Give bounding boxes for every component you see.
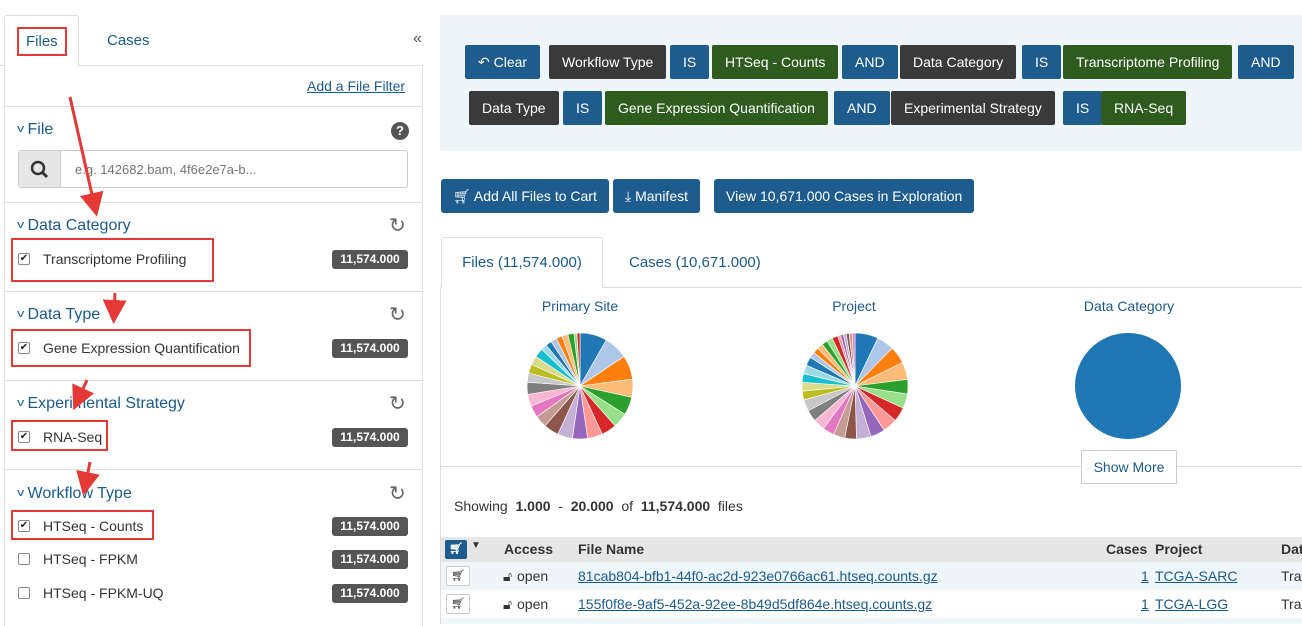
count-badge: 11,574.000 (332, 584, 408, 603)
chevron-down-icon: v (17, 308, 25, 320)
clear-button[interactable]: ↶ Clear (465, 45, 541, 79)
divider (4, 291, 423, 292)
facet-title-experimental-strategy[interactable]: v Experimental Strategy (17, 395, 185, 412)
query-value-pill[interactable]: HTSeq - Counts (712, 45, 839, 79)
table-row: 🛒︎ 🔓︎ open 81cab804-bfb1-44f0-ac2d-923e0… (441, 562, 1302, 590)
annotation-box (11, 420, 108, 451)
divider (4, 106, 423, 107)
facet-title-data-category[interactable]: v Data Category (17, 217, 131, 234)
query-operator-pill[interactable]: AND (1238, 45, 1294, 79)
divider (440, 287, 1302, 288)
divider (441, 466, 1302, 467)
lock-open-icon: 🔓︎ (503, 568, 513, 584)
undo-icon: ↶ (478, 54, 494, 70)
query-operator-pill[interactable]: AND (834, 91, 890, 125)
data-category-pie-chart[interactable] (1075, 333, 1183, 441)
query-operator-pill[interactable]: IS (670, 45, 710, 79)
query-field-pill[interactable]: Experimental Strategy (891, 91, 1055, 125)
add-to-cart-icon[interactable]: 🛒︎ (446, 594, 470, 614)
count-badge: 11,574.000 (332, 517, 408, 536)
table-row: 🛒︎ 🔓︎ open 155f0f8e-9af5-452a-92ee-8b49d… (441, 590, 1302, 618)
manifest-button[interactable]: ⤓ Manifest (613, 179, 700, 213)
annotation-box (11, 329, 251, 367)
tab-files-results[interactable]: Files (11,574.000) (441, 237, 603, 288)
pie-title-project: Project (832, 298, 876, 314)
query-value-pill[interactable]: Transcriptome Profiling (1063, 45, 1233, 79)
annotation-box (11, 238, 214, 282)
query-field-pill[interactable]: Data Type (469, 91, 559, 125)
count-badge: 11,574.000 (332, 428, 408, 447)
add-to-cart-icon[interactable]: 🛒︎ (446, 566, 470, 586)
checkbox-checked[interactable]: ✔ (18, 342, 30, 354)
checkbox[interactable] (18, 587, 30, 599)
query-operator-pill[interactable]: IS (1022, 45, 1062, 79)
query-bar (440, 15, 1302, 151)
tab-files[interactable]: Files (4, 15, 79, 67)
table-header: 🛒︎ ▼ Access File Name Cases Project Dat (441, 537, 1302, 562)
checkbox[interactable] (18, 553, 30, 565)
query-operator-pill[interactable]: AND (842, 45, 898, 79)
primary-site-pie-chart[interactable] (526, 332, 634, 440)
pie-slice (576, 332, 581, 387)
annotation-box (11, 510, 154, 540)
results-panel (440, 287, 1302, 624)
query-field-pill[interactable]: Workflow Type (549, 45, 667, 79)
help-icon[interactable]: ? (391, 122, 409, 140)
reset-icon[interactable]: ↻ (389, 483, 406, 505)
pie-slice (851, 332, 856, 387)
count-badge: 11,574.000 (332, 250, 408, 269)
cart-icon[interactable]: 🛒︎ (445, 540, 467, 559)
chevron-down-icon: v (17, 219, 25, 231)
project-pie-chart[interactable] (801, 332, 909, 440)
count-badge: 11,574.000 (332, 339, 408, 358)
divider (4, 380, 423, 381)
file-search (18, 150, 408, 188)
show-more-button[interactable]: Show More (1081, 450, 1177, 484)
reset-icon[interactable]: ↻ (389, 215, 406, 237)
checkbox-checked[interactable]: ✔ (18, 520, 30, 532)
checkbox-checked[interactable]: ✔ (18, 431, 30, 443)
query-operator-pill[interactable]: IS (563, 91, 603, 125)
reset-icon[interactable]: ↻ (389, 393, 406, 415)
query-operator-pill[interactable]: IS (1063, 91, 1103, 125)
collapse-panel-icon[interactable]: « (413, 30, 422, 47)
query-value-pill[interactable]: RNA-Seq (1101, 91, 1187, 125)
checkbox-checked[interactable]: ✔ (18, 253, 30, 265)
showing-summary: Showing 1.000 - 20.000 of 11,574.000 fil… (454, 498, 743, 514)
count-badge: 11,574.000 (332, 550, 408, 569)
query-field-pill[interactable]: Data Category (900, 45, 1017, 79)
reset-icon[interactable]: ↻ (389, 304, 406, 326)
search-icon[interactable] (19, 151, 61, 187)
tab-files-label: Files (17, 27, 67, 56)
view-cases-button[interactable]: View 10,671.000 Cases in Exploration (714, 179, 975, 213)
caret-down-icon[interactable]: ▼ (471, 540, 481, 551)
file-search-input[interactable] (61, 151, 407, 187)
table-row (441, 618, 1302, 624)
facet-title-workflow-type[interactable]: v Workflow Type (17, 485, 132, 502)
chevron-down-icon: v (17, 123, 25, 135)
download-icon: ⤓ (625, 188, 636, 204)
facet-panel (4, 66, 423, 626)
chevron-down-icon: v (17, 487, 25, 499)
facet-title-data-type[interactable]: v Data Type (17, 306, 101, 323)
cart-icon: 🛒︎ (453, 188, 474, 204)
tab-cases[interactable]: Cases (107, 32, 150, 49)
divider (4, 469, 423, 470)
pie-slice (1075, 333, 1181, 439)
pie-title-data-category: Data Category (1083, 298, 1175, 314)
left-tab-bar (0, 0, 423, 66)
lock-open-icon: 🔓︎ (503, 596, 513, 612)
divider (4, 202, 423, 203)
chevron-down-icon: v (17, 397, 25, 409)
add-file-filter-link[interactable]: Add a File Filter (307, 78, 406, 94)
add-all-files-button[interactable]: 🛒︎ Add All Files to Cart (441, 179, 609, 213)
facet-title-file[interactable]: v File (17, 121, 54, 138)
tab-cases-results[interactable]: Cases (10,671.000) (629, 254, 761, 271)
pie-title-primary-site: Primary Site (541, 298, 619, 314)
query-value-pill[interactable]: Gene Expression Quantification (605, 91, 828, 125)
